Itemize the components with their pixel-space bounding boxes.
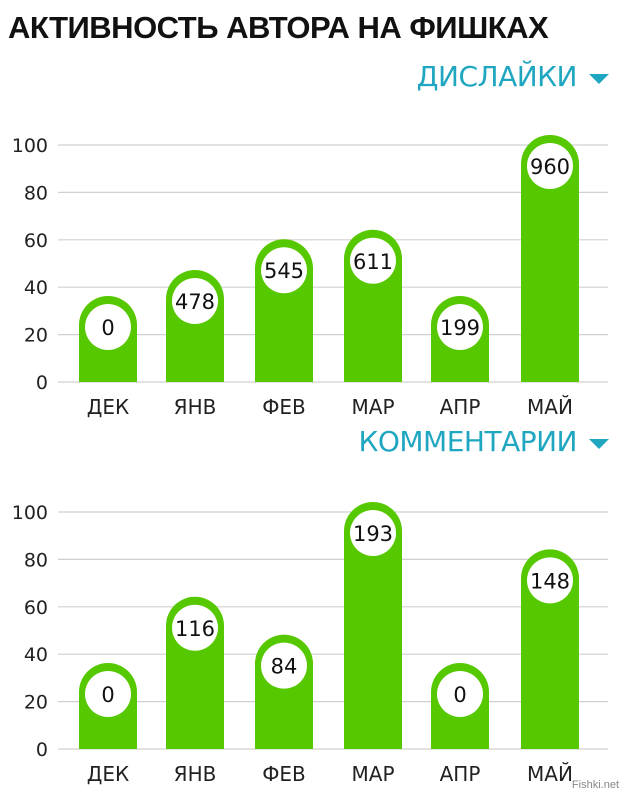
data-label: 611: [353, 250, 393, 274]
data-label: 0: [453, 683, 466, 707]
y-tick-label: 40: [24, 277, 48, 299]
chevron-down-icon: [589, 73, 609, 84]
value-bubble: [527, 142, 573, 189]
x-tick-label: АПР: [440, 762, 481, 786]
value-bubble: [350, 509, 396, 556]
x-tick-label: МАЙ: [527, 395, 573, 419]
dislikes-dropdown[interactable]: ДИСЛАЙКИ: [417, 60, 609, 93]
comments-title: КОММЕНТАРИИ: [358, 425, 577, 458]
bar: [521, 549, 579, 749]
bar: [344, 501, 402, 749]
dislikes-chart: 0 20 40 60 80 100 0 ДЕК 478 ЯНВ 545 ФЕВ 611 МАР 199 АПР…: [12, 134, 608, 419]
y-tick-label: 100: [12, 135, 48, 157]
x-tick-label: ДЕК: [87, 762, 129, 786]
y-tick-label: 0: [36, 739, 48, 761]
value-bubble: [437, 671, 483, 717]
y-tick-label: 0: [36, 372, 48, 394]
data-label: 960: [530, 155, 570, 179]
y-tick-label: 60: [24, 597, 48, 619]
x-tick-label: МАЙ: [527, 762, 573, 786]
value-bubble: [172, 604, 218, 651]
comments-dropdown[interactable]: КОММЕНТАРИИ: [358, 425, 609, 458]
data-label: 148: [530, 569, 570, 593]
value-bubble: [85, 671, 131, 717]
y-tick-label: 80: [24, 549, 48, 571]
data-label: 0: [101, 316, 114, 340]
data-label: 193: [353, 522, 393, 546]
comments-chart: 0 20 40 60 80 100 0 ДЕК 116 ЯНВ 84 ФЕВ 193 МАР 0 АПР 148…: [12, 501, 608, 786]
value-bubble: [527, 557, 573, 604]
data-label: 478: [175, 290, 215, 314]
x-tick-label: ЯНВ: [174, 395, 217, 419]
y-tick-label: 20: [24, 325, 48, 347]
x-tick-label: ЯНВ: [174, 762, 217, 786]
page-title: АКТИВНОСТЬ АВТОРА НА ФИШКАХ: [8, 10, 549, 45]
value-bubble: [261, 247, 307, 294]
value-bubble: [350, 237, 396, 284]
y-tick-label: 100: [12, 502, 48, 524]
x-tick-label: МАР: [352, 762, 395, 786]
data-label: 0: [101, 683, 114, 707]
value-bubble: [172, 278, 218, 325]
y-tick-label: 80: [24, 182, 48, 204]
chevron-down-icon: [589, 438, 609, 449]
value-bubble: [437, 304, 483, 350]
x-tick-label: ФЕВ: [262, 395, 306, 419]
x-tick-label: МАР: [352, 395, 395, 419]
data-label: 116: [175, 617, 215, 641]
y-tick-label: 40: [24, 644, 48, 666]
y-tick-label: 60: [24, 230, 48, 252]
value-bubble: [261, 642, 307, 689]
dislikes-title: ДИСЛАЙКИ: [416, 60, 578, 93]
data-label: 199: [440, 316, 480, 340]
watermark: Fishki.net: [571, 779, 619, 791]
value-bubble: [85, 304, 131, 350]
data-label: 545: [264, 259, 304, 283]
bar: [521, 134, 579, 382]
x-tick-label: ФЕВ: [262, 762, 306, 786]
data-label: 84: [271, 655, 298, 679]
y-tick-label: 20: [24, 692, 48, 714]
x-tick-label: ДЕК: [87, 395, 129, 419]
x-tick-label: АПР: [440, 395, 481, 419]
